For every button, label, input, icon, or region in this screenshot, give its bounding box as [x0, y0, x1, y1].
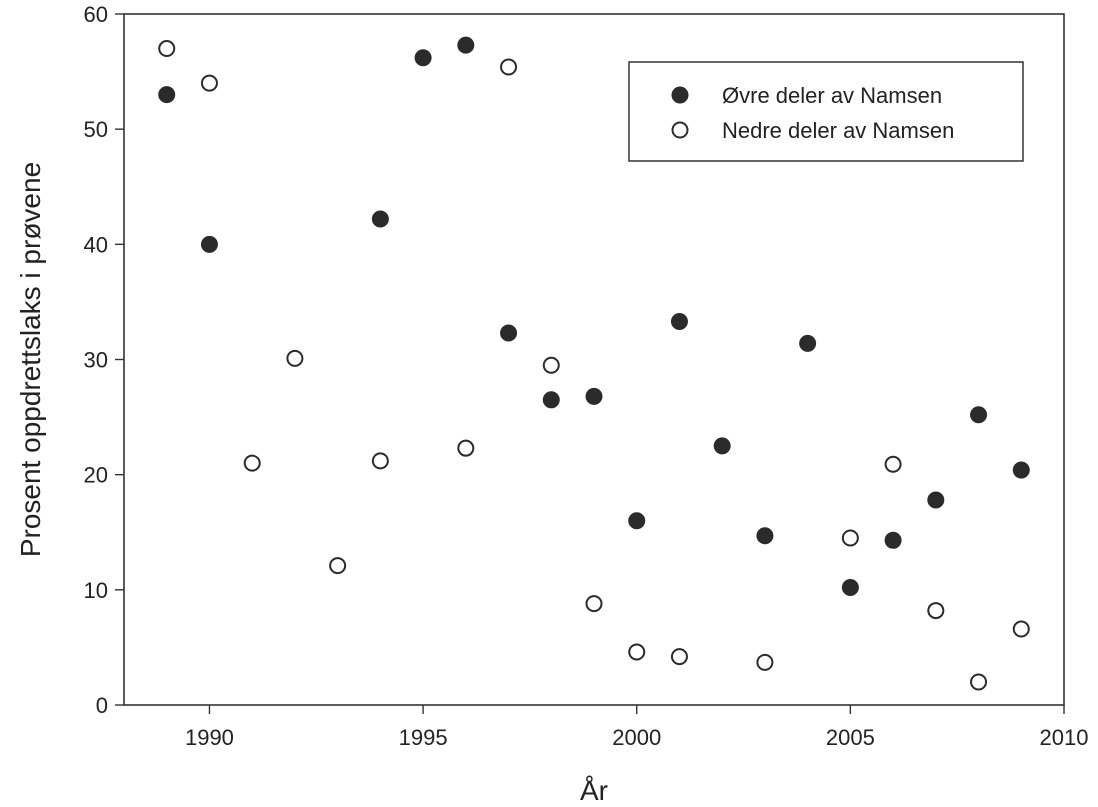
x-tick-label: 2000: [612, 725, 661, 750]
data-point-filled: [1012, 461, 1030, 479]
data-point-open: [756, 653, 774, 671]
data-point-filled: [585, 387, 603, 405]
y-tick-label: 50: [84, 117, 108, 142]
y-tick-label: 30: [84, 348, 108, 373]
data-point-open: [286, 349, 304, 367]
data-point-open: [927, 602, 945, 620]
y-tick-label: 10: [84, 578, 108, 603]
data-point-filled: [670, 312, 688, 330]
data-point-open: [500, 58, 518, 76]
series-nedre: [158, 40, 1030, 691]
data-point-filled: [884, 531, 902, 549]
x-tick-label: 1995: [399, 725, 448, 750]
legend-label-ovre: Øvre deler av Namsen: [722, 83, 942, 108]
legend-marker-ovre: [671, 86, 689, 104]
data-point-filled: [628, 512, 646, 530]
y-tick-label: 0: [96, 693, 108, 718]
y-tick-label: 40: [84, 232, 108, 257]
legend-box: [628, 61, 1024, 162]
data-point-filled: [841, 579, 859, 597]
data-point-open: [970, 673, 988, 691]
data-point-open: [542, 356, 560, 374]
x-tick-label: 2010: [1040, 725, 1089, 750]
data-point-open: [884, 455, 902, 473]
data-point-open: [371, 452, 389, 470]
data-point-filled: [799, 334, 817, 352]
data-point-open: [243, 454, 261, 472]
data-point-open: [585, 595, 603, 613]
legend-marker-nedre: [671, 121, 689, 139]
series-ovre: [158, 36, 1030, 597]
x-tick-label: 1990: [185, 725, 234, 750]
legend: Øvre deler av Namsen Nedre deler av Nams…: [628, 61, 1024, 162]
y-tick-label: 20: [84, 463, 108, 488]
data-points: [158, 36, 1030, 691]
data-point-filled: [500, 324, 518, 342]
data-point-open: [200, 74, 218, 92]
data-point-filled: [200, 235, 218, 253]
y-tick-label: 60: [84, 2, 108, 27]
data-point-filled: [158, 86, 176, 104]
data-point-open: [841, 529, 859, 547]
data-point-filled: [457, 36, 475, 54]
data-point-open: [457, 439, 475, 457]
data-point-filled: [542, 391, 560, 409]
x-axis-title: År: [580, 775, 608, 806]
data-point-open: [670, 648, 688, 666]
data-point-open: [158, 40, 176, 58]
data-point-filled: [927, 491, 945, 509]
data-point-filled: [713, 437, 731, 455]
data-point-open: [1012, 620, 1030, 638]
tick-marks: 1990 1995 2000 2005 2010 0 10 20 30 40 50 60: [84, 2, 1089, 750]
data-point-open: [628, 643, 646, 661]
data-point-filled: [756, 527, 774, 545]
legend-label-nedre: Nedre deler av Namsen: [722, 118, 954, 143]
data-point-filled: [414, 49, 432, 67]
data-point-filled: [371, 210, 389, 228]
x-tick-label: 2005: [826, 725, 875, 750]
data-point-open: [329, 557, 347, 575]
data-point-filled: [970, 406, 988, 424]
y-axis-title: Prosent oppdrettslaks i prøvene: [15, 162, 46, 557]
